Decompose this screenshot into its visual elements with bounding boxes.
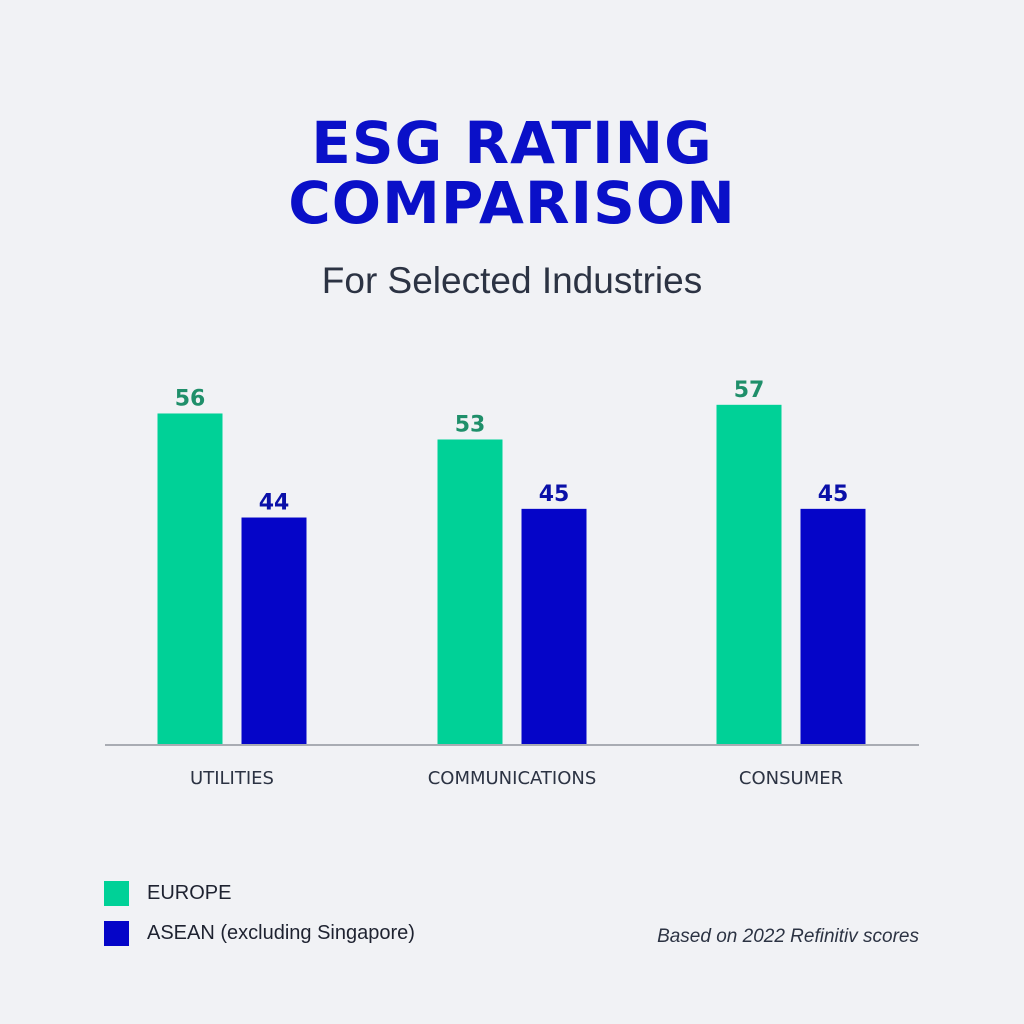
chart-subtitle: For Selected Industries bbox=[321, 260, 703, 301]
legend-swatch-europe bbox=[104, 881, 129, 906]
data-label: 56 bbox=[175, 386, 206, 411]
legend-label-asean: ASEAN (excluding Singapore) bbox=[147, 922, 415, 944]
x-tick-label: UTILITIES bbox=[190, 768, 274, 789]
bar-europe-utilities bbox=[157, 413, 223, 745]
legend-item-asean: ASEAN (excluding Singapore) bbox=[104, 921, 415, 946]
legend-item-europe: EUROPE bbox=[104, 881, 231, 906]
data-label: 44 bbox=[259, 491, 290, 516]
bar-europe-communications bbox=[437, 439, 503, 745]
bar-europe-consumer bbox=[716, 404, 782, 745]
bar-asean-utilities bbox=[241, 517, 307, 745]
x-tick-label: COMMUNICATIONS bbox=[428, 768, 597, 789]
data-label: 45 bbox=[818, 482, 849, 507]
legend-swatch-asean bbox=[104, 921, 129, 946]
legend-label-europe: EUROPE bbox=[147, 882, 232, 904]
bar-asean-consumer bbox=[800, 508, 866, 745]
chart-title-line-2: COMPARISON bbox=[288, 169, 736, 237]
chart-title-line-1: ESG RATING bbox=[311, 109, 713, 177]
data-label: 53 bbox=[455, 412, 486, 437]
bar-asean-communications bbox=[521, 508, 587, 745]
data-label: 57 bbox=[734, 378, 765, 403]
data-label: 45 bbox=[539, 482, 570, 507]
x-tick-label: CONSUMER bbox=[739, 768, 843, 789]
source-note: Based on 2022 Refinitiv scores bbox=[657, 926, 919, 947]
